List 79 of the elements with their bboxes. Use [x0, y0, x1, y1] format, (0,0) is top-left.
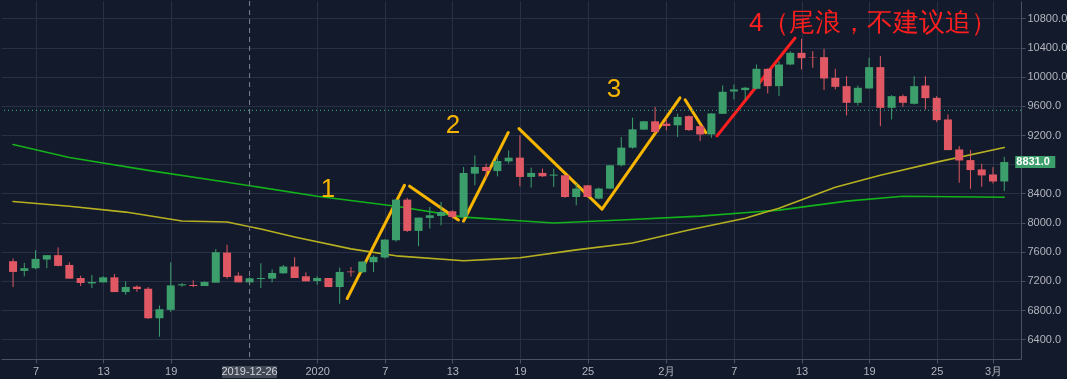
- y-tick-label: 7600.0: [1027, 245, 1062, 258]
- candlestick: [437, 201, 446, 226]
- candlestick: [707, 112, 716, 139]
- candlestick: [989, 166, 997, 184]
- candlestick: [268, 268, 277, 283]
- candlestick: [155, 304, 164, 338]
- candlestick: [831, 68, 840, 90]
- candlestick: [335, 267, 344, 305]
- candlestick: [752, 64, 761, 90]
- candlestick: [842, 75, 851, 116]
- annotation: 2: [445, 109, 461, 139]
- candlestick: [414, 217, 423, 247]
- x-tick-label: 19: [165, 364, 178, 377]
- candlestick: [865, 57, 874, 89]
- x-tick-label: 7: [33, 364, 40, 377]
- x-tick-label: 3月: [984, 364, 1003, 377]
- candlestick: [718, 85, 727, 115]
- annotation: 8831.0: [1016, 155, 1050, 168]
- candlestick: [617, 136, 626, 167]
- candlestick: [820, 48, 829, 91]
- candlestick: [887, 94, 896, 120]
- y-tick-label: 6800.0: [1027, 303, 1062, 316]
- candlestick: [673, 113, 682, 138]
- x-tick-label: 2月: [658, 364, 676, 377]
- candlestick: [482, 163, 491, 180]
- candlestick: [425, 206, 434, 230]
- x-tick-label: 7: [382, 364, 389, 377]
- line-series: [12, 143, 1006, 224]
- x-tick-label: 25: [581, 364, 595, 377]
- candlestick: [628, 117, 637, 150]
- candlestick: [921, 75, 930, 110]
- x-tick-label: 25: [931, 364, 944, 377]
- y-tick-label: 7200.0: [1027, 274, 1062, 287]
- x-tick-label: 13: [97, 364, 110, 377]
- candlestick: [808, 50, 817, 69]
- candlestick: [606, 164, 615, 190]
- candlestick: [572, 183, 581, 206]
- y-tick-label: 10800.0: [1027, 12, 1068, 24]
- x-tick-label: 7: [731, 364, 738, 377]
- candlestick: [256, 262, 265, 289]
- candlestick: [910, 75, 919, 106]
- candlestick: [729, 83, 738, 100]
- ref-line-label: 2019-12-26: [221, 365, 278, 377]
- candlestick: [966, 149, 975, 190]
- candlestick: [932, 95, 941, 123]
- line-series: [12, 146, 1006, 262]
- annotation: 3: [606, 73, 622, 103]
- x-tick-label: 19: [514, 364, 527, 377]
- candlestick: [955, 145, 964, 184]
- y-tick-label: 8000.0: [1027, 216, 1062, 229]
- annotation: 1: [320, 173, 336, 203]
- candlestick: [898, 93, 907, 108]
- candlestick: [515, 134, 524, 187]
- y-tick-label: 9200.0: [1027, 128, 1062, 141]
- y-tick-label: 9600.0: [1027, 99, 1062, 112]
- candlestick: [763, 67, 772, 94]
- candlestick: [493, 156, 502, 177]
- candlestick: [774, 60, 783, 97]
- candlestick: [1000, 156, 1009, 192]
- candlestick: [651, 106, 660, 135]
- y-tick-label: 10000.0: [1027, 70, 1068, 83]
- x-tick-label: 13: [795, 364, 809, 377]
- candlestick: [549, 168, 558, 188]
- candlestick: [470, 154, 479, 186]
- y-tick-label: 6400.0: [1027, 332, 1062, 345]
- candlestick: [853, 85, 862, 106]
- x-tick-label: 13: [446, 364, 459, 377]
- candlestick: [290, 256, 299, 279]
- candlestick: [527, 167, 536, 189]
- y-tick-label: 8400.0: [1027, 186, 1062, 199]
- candlestick: [977, 163, 986, 188]
- candlestick: [9, 258, 18, 288]
- annotation: 4（尾浪，不建议追）: [749, 7, 998, 37]
- y-tick-label: 10400.0: [1027, 41, 1068, 54]
- candlestick: [31, 249, 40, 270]
- x-tick-label: 19: [863, 364, 876, 377]
- candlestick: [797, 38, 806, 70]
- x-tick-label: 2020: [305, 364, 330, 377]
- candlestick: [696, 123, 705, 142]
